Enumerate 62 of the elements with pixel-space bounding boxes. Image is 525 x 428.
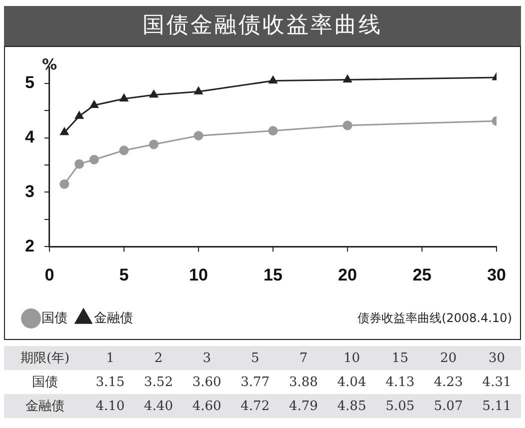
y-tick-label: 3 (24, 182, 34, 201)
y-tick-label: 2 (24, 236, 34, 256)
point (343, 74, 352, 82)
point (60, 128, 69, 136)
category-label: 30 (488, 350, 506, 368)
data-label: 3.88 (288, 374, 319, 392)
point (60, 179, 70, 189)
point (120, 94, 128, 102)
data-label: 4.10 (94, 398, 126, 416)
y-axis-title: % (42, 56, 57, 74)
point (342, 120, 352, 130)
data-label: 4.85 (336, 398, 368, 416)
text: 债券收益率曲线(2008.4.10) (358, 310, 512, 327)
data-label: 4.04 (336, 374, 368, 392)
data-label: 4.72 (240, 398, 271, 416)
text: 期限(年) (20, 351, 70, 366)
data-label: 5.05 (384, 398, 416, 416)
data-label: 4.40 (143, 398, 174, 416)
x-tick-label: 0 (44, 265, 54, 284)
point (149, 140, 159, 150)
data-label: 3.60 (191, 374, 222, 392)
data-label: 4.13 (384, 374, 416, 392)
x-tick-label: 20 (338, 265, 357, 284)
category-label: 3 (202, 350, 212, 368)
series-label: 金融债 (24, 398, 66, 416)
point (89, 154, 99, 164)
data-label: 4.23 (432, 374, 464, 392)
data-label: 4.79 (288, 398, 319, 416)
point (150, 90, 158, 98)
point (194, 86, 203, 94)
data-label: 3.77 (240, 374, 271, 392)
x-tick-label: 5 (119, 265, 129, 284)
chart-title: 国债金融债收益率曲线 (4, 6, 521, 46)
category-label: 2 (153, 350, 164, 368)
data-label: 5.11 (481, 398, 512, 416)
data-label: 5.07 (432, 398, 464, 416)
data-label: 4.31 (481, 374, 512, 392)
y-tick-label: 4 (24, 128, 35, 147)
category-label: 15 (390, 350, 410, 368)
legend-label: 金融债 (94, 310, 133, 326)
point (268, 126, 278, 136)
data-label: 3.15 (94, 374, 126, 392)
text: 国债 (31, 374, 60, 392)
legend-label: 国债 (42, 310, 68, 326)
category-label: 5 (250, 350, 260, 368)
y-tick-label: 5 (24, 73, 34, 92)
point (194, 130, 204, 140)
point (119, 146, 129, 156)
point (268, 76, 278, 84)
point (74, 159, 84, 169)
x-tick-label: 25 (412, 265, 432, 284)
x-tick-label: 10 (189, 265, 208, 284)
x-tick-label: 15 (264, 265, 282, 284)
data-label: 3.52 (143, 374, 174, 392)
point (75, 111, 84, 119)
category-label: 1 (105, 350, 116, 368)
category-label: 10 (342, 350, 362, 368)
data-label: 4.60 (191, 398, 222, 416)
category-label: 20 (439, 350, 458, 368)
category-label: 7 (298, 350, 309, 368)
x-tick-label: 30 (487, 265, 506, 284)
point (90, 100, 98, 108)
